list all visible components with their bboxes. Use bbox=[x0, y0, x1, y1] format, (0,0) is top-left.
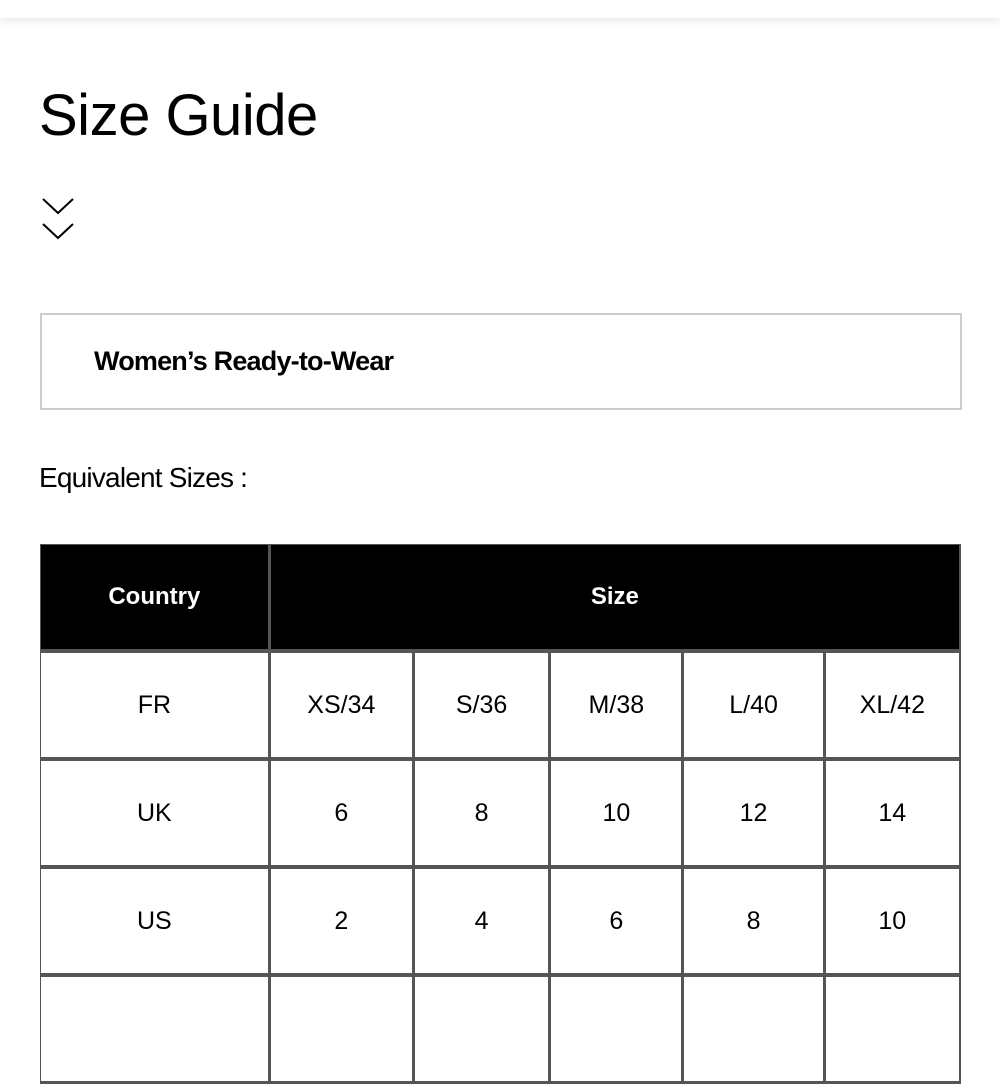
country-cell bbox=[40, 976, 270, 1084]
size-cell: XL/42 bbox=[824, 652, 961, 760]
equivalent-sizes-label: Equivalent Sizes : bbox=[39, 462, 248, 493]
size-cell: 2 bbox=[269, 868, 414, 976]
table-row: US 2 4 6 8 10 bbox=[40, 868, 961, 976]
size-table: Country Size FR XS/34 S/36 M/38 L/40 XL/42 UK 6… bbox=[40, 544, 961, 1084]
size-cell: 6 bbox=[269, 760, 414, 868]
category-selector[interactable]: Women’s Ready-to-Wear bbox=[40, 313, 962, 410]
size-cell bbox=[683, 976, 825, 1084]
page-title: Size Guide bbox=[39, 83, 318, 148]
table-row: UK 6 8 10 12 14 bbox=[40, 760, 961, 868]
header-country: Country bbox=[40, 544, 270, 652]
size-cell bbox=[269, 976, 414, 1084]
size-cell: 8 bbox=[683, 868, 825, 976]
size-cell: 10 bbox=[550, 760, 684, 868]
category-label: Women’s Ready-to-Wear bbox=[94, 346, 394, 376]
double-chevron-down-icon[interactable] bbox=[41, 196, 75, 246]
top-bar bbox=[0, 0, 1000, 18]
country-cell: UK bbox=[40, 760, 270, 868]
country-cell: FR bbox=[40, 652, 270, 760]
size-cell: 6 bbox=[550, 868, 684, 976]
size-cell bbox=[414, 976, 551, 1084]
table-header-row: Country Size bbox=[40, 544, 961, 652]
size-cell: L/40 bbox=[683, 652, 825, 760]
size-cell bbox=[550, 976, 684, 1084]
header-size: Size bbox=[269, 544, 961, 652]
size-cell: 14 bbox=[824, 760, 961, 868]
size-cell: 10 bbox=[824, 868, 961, 976]
size-cell: 4 bbox=[414, 868, 551, 976]
size-cell: 8 bbox=[414, 760, 551, 868]
table-row: FR XS/34 S/36 M/38 L/40 XL/42 bbox=[40, 652, 961, 760]
country-cell: US bbox=[40, 868, 270, 976]
table-row bbox=[40, 976, 961, 1084]
size-cell: M/38 bbox=[550, 652, 684, 760]
size-cell: XS/34 bbox=[269, 652, 414, 760]
size-cell: 12 bbox=[683, 760, 825, 868]
size-cell bbox=[824, 976, 961, 1084]
size-cell: S/36 bbox=[414, 652, 551, 760]
